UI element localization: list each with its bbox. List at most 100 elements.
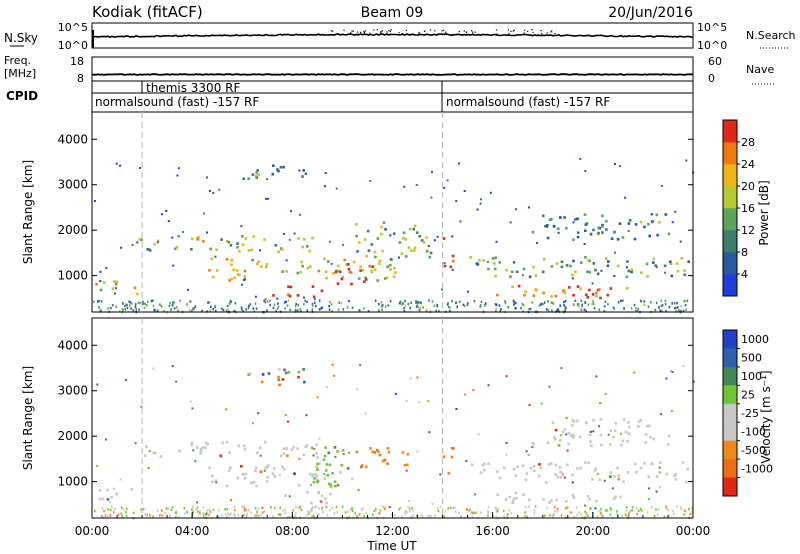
echo-cell xyxy=(588,433,592,437)
echo-cell xyxy=(324,446,327,449)
echo-cell xyxy=(276,168,279,171)
clutter-cell xyxy=(465,508,468,511)
clutter-cell xyxy=(156,309,159,312)
echo-cell xyxy=(236,246,239,249)
echo-cell xyxy=(243,269,247,273)
clutter-cell xyxy=(193,307,195,310)
clutter-cell xyxy=(520,306,522,310)
noise-cell xyxy=(479,202,482,205)
nsearch-dot xyxy=(418,33,420,36)
cpid-segment-themis: themis 3300 RF xyxy=(146,81,240,95)
clutter-cell xyxy=(188,309,191,312)
nsearch-dot xyxy=(401,32,404,35)
nsearch-dot xyxy=(532,31,534,33)
clutter-cell xyxy=(407,505,409,509)
echo-cell xyxy=(449,265,453,269)
echo-cell xyxy=(272,164,275,167)
echo-cell xyxy=(323,454,327,458)
noise-cell xyxy=(288,238,291,241)
echo-cell xyxy=(252,235,255,238)
clutter-cell xyxy=(621,514,624,517)
echo-cell xyxy=(546,224,549,227)
clutter-cell xyxy=(282,509,284,512)
clutter-cell xyxy=(152,304,155,308)
nsearch-dot xyxy=(444,33,446,35)
clutter-cell xyxy=(351,507,353,510)
noise-cell xyxy=(261,506,264,509)
clutter-cell xyxy=(151,299,154,302)
noise-cell xyxy=(225,408,228,411)
clutter-cell xyxy=(143,306,146,310)
clutter-cell xyxy=(563,304,565,307)
echo-cell xyxy=(364,465,368,469)
noise-cell xyxy=(664,271,666,274)
noise-cell xyxy=(259,249,262,252)
clutter-cell xyxy=(547,309,550,312)
clutter-cell xyxy=(496,510,499,513)
echo-cell xyxy=(613,429,617,433)
clutter-cell xyxy=(403,307,405,310)
clutter-cell xyxy=(307,510,309,513)
clutter-cell xyxy=(552,515,554,518)
nsearch-dot xyxy=(405,29,407,31)
echo-cell xyxy=(312,480,316,484)
clutter-cell xyxy=(684,304,687,307)
echo-cell xyxy=(333,446,337,449)
noise-cell xyxy=(466,290,469,293)
echo-cell xyxy=(229,244,233,247)
clutter-cell xyxy=(564,300,567,303)
clutter-cell xyxy=(412,510,414,513)
echo-cell xyxy=(317,269,321,273)
clutter-cell xyxy=(229,299,232,303)
echo-cell xyxy=(306,491,309,494)
nsearch-dot xyxy=(352,30,354,32)
clutter-cell xyxy=(639,507,642,511)
echo-cell xyxy=(285,270,288,273)
y-tick-label: 3000 xyxy=(57,384,88,398)
echo-cell xyxy=(571,273,574,277)
clutter-cell xyxy=(132,309,135,312)
echo-cell xyxy=(627,421,630,424)
clutter-cell xyxy=(242,310,244,313)
noise-cell xyxy=(565,433,568,436)
echo-cell xyxy=(235,269,239,272)
echo-cell xyxy=(143,454,147,457)
clutter-cell xyxy=(429,514,431,517)
echo-cell xyxy=(266,464,270,467)
clutter-cell xyxy=(328,308,331,311)
clutter-cell xyxy=(551,301,553,304)
echo-cell xyxy=(576,217,579,221)
echo-cell xyxy=(652,257,656,261)
echo-cell xyxy=(273,475,276,478)
clutter-cell xyxy=(427,515,430,518)
echo-cell xyxy=(496,493,500,497)
noise-cell xyxy=(505,453,508,456)
nsearch-dots xyxy=(92,29,556,48)
power-colorbar-swatch xyxy=(723,142,737,165)
echo-cell xyxy=(529,467,533,470)
clutter-cell xyxy=(249,303,252,306)
clutter-cell xyxy=(159,514,161,517)
noise-cell xyxy=(613,275,616,277)
clutter-cell xyxy=(533,509,536,512)
clutter-cell xyxy=(600,511,602,515)
echo-cell xyxy=(340,277,344,281)
noise-cell xyxy=(140,405,143,408)
echo-cell xyxy=(621,236,625,239)
echo-cell xyxy=(283,368,286,372)
cpid-segment-normalsound-1: normalsound (fast) -157 RF xyxy=(95,95,259,109)
clutter-cell xyxy=(159,303,161,306)
clutter-cell xyxy=(284,511,286,515)
echo-cell xyxy=(228,469,231,472)
clutter-cell xyxy=(685,510,687,513)
echo-cell xyxy=(634,223,638,226)
clutter-cell xyxy=(192,307,194,311)
echo-cell xyxy=(667,232,671,236)
echo-cell xyxy=(241,473,245,476)
y-tick-label: 2000 xyxy=(57,429,88,443)
echo-cell xyxy=(384,228,387,231)
echo-cell xyxy=(669,262,673,266)
clutter-cell xyxy=(415,300,417,303)
noise-cell xyxy=(627,230,630,232)
clutter-cell xyxy=(435,309,437,312)
